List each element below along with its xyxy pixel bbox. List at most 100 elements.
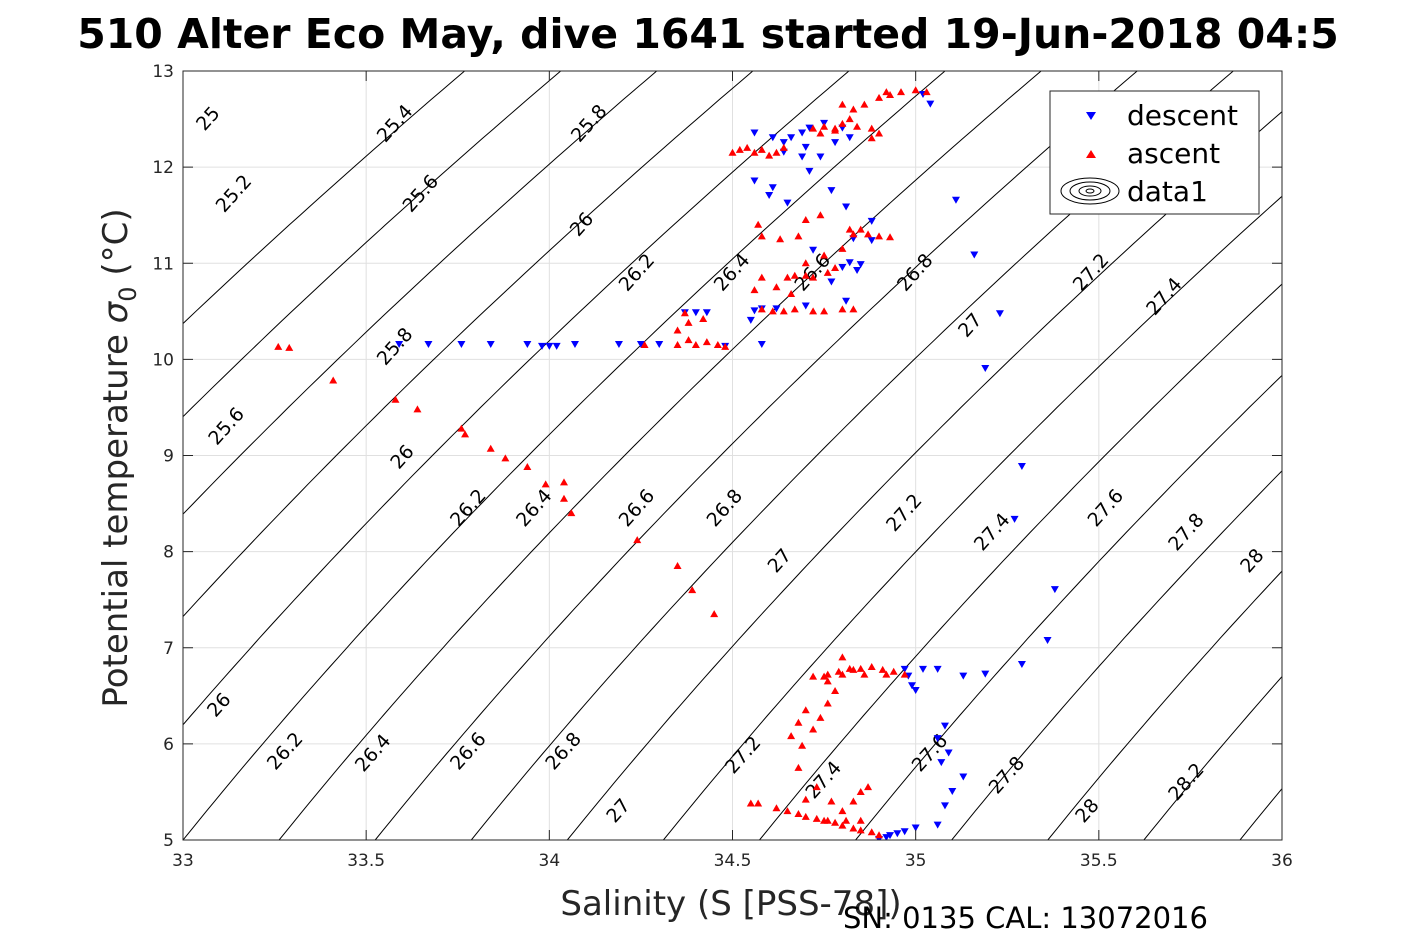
ascent-point bbox=[864, 783, 873, 791]
ascent-point bbox=[867, 828, 876, 836]
ascent-point bbox=[849, 230, 858, 238]
contour-line bbox=[854, 374, 1282, 840]
ascent-point bbox=[501, 454, 510, 462]
ascent-point bbox=[728, 148, 737, 156]
descent-point bbox=[809, 246, 818, 254]
descent-point bbox=[1017, 661, 1026, 669]
descent-point bbox=[908, 682, 917, 690]
contour-line bbox=[758, 283, 1282, 840]
ascent-point bbox=[823, 268, 832, 276]
ascent-point bbox=[849, 105, 858, 113]
ascent-point bbox=[523, 463, 532, 471]
ascent-point bbox=[757, 305, 766, 313]
y-tick-label: 6 bbox=[163, 735, 174, 755]
descent-point bbox=[457, 340, 466, 348]
ascent-point bbox=[856, 787, 865, 795]
descent-point bbox=[970, 251, 979, 259]
x-tick-label: 34 bbox=[539, 851, 561, 871]
descent-point bbox=[911, 824, 920, 832]
ascent-point bbox=[457, 424, 466, 432]
descent-point bbox=[867, 237, 876, 245]
descent-point bbox=[845, 134, 854, 142]
ascent-point bbox=[882, 88, 891, 96]
descent-point bbox=[424, 340, 433, 348]
ascent-point bbox=[875, 129, 884, 137]
contour-line bbox=[278, 71, 1042, 840]
ascent-point bbox=[559, 494, 568, 502]
ascent-point bbox=[849, 665, 858, 673]
descent-point bbox=[702, 309, 711, 317]
descent-point bbox=[948, 787, 957, 795]
ascent-point bbox=[754, 799, 763, 807]
descent-point bbox=[1010, 515, 1019, 523]
axis-ticks: 33 33.5 34 34.5 35 35.5 36 5 6 7 8 9 10 11 12 13 bbox=[152, 62, 1292, 871]
descent-point bbox=[787, 134, 796, 142]
ascent-point bbox=[776, 235, 785, 243]
descent-point bbox=[893, 830, 902, 838]
ascent-point bbox=[772, 148, 781, 156]
descent-point bbox=[827, 187, 836, 195]
ascent-point bbox=[831, 264, 840, 272]
ascent-point bbox=[867, 662, 876, 670]
ascent-point bbox=[673, 340, 682, 348]
descent-point bbox=[959, 672, 968, 680]
ascent-point bbox=[673, 562, 682, 570]
descent-point bbox=[395, 340, 404, 348]
descent-point bbox=[944, 749, 953, 757]
descent-point bbox=[842, 203, 851, 211]
ascent-point bbox=[750, 286, 759, 294]
ascent-point bbox=[691, 340, 700, 348]
contour-line bbox=[183, 71, 658, 515]
ascent-point bbox=[842, 816, 851, 824]
ascent-point bbox=[798, 741, 807, 749]
contour-line bbox=[951, 470, 1282, 840]
ascent-point bbox=[702, 338, 711, 346]
contour-line bbox=[183, 71, 562, 418]
legend-ascent-marker bbox=[1086, 150, 1096, 158]
ascent-point bbox=[757, 232, 766, 240]
ascent-point bbox=[812, 783, 821, 791]
descent-point bbox=[783, 199, 792, 207]
descent-point bbox=[1017, 463, 1026, 471]
ascent-point bbox=[856, 225, 865, 233]
ascent-point bbox=[699, 315, 708, 323]
density-contours bbox=[183, 71, 1282, 840]
descent-point bbox=[746, 316, 755, 324]
ascent-point bbox=[838, 653, 847, 661]
ascent-point bbox=[864, 230, 873, 238]
ascent-point bbox=[838, 100, 847, 108]
ascent-point bbox=[680, 309, 689, 317]
descent-point bbox=[486, 340, 495, 348]
descent-point bbox=[614, 340, 623, 348]
descent-point bbox=[933, 821, 942, 829]
ascent-point bbox=[735, 145, 744, 153]
ascent-point bbox=[809, 124, 818, 132]
ascent-point bbox=[801, 271, 810, 279]
data-points bbox=[274, 86, 1059, 840]
ascent-point bbox=[845, 115, 854, 123]
ascent-point bbox=[816, 713, 825, 721]
descent-point bbox=[545, 342, 554, 350]
ascent-point bbox=[772, 804, 781, 812]
ascent-point bbox=[486, 444, 495, 452]
ascent-point bbox=[794, 232, 803, 240]
descent-point bbox=[779, 139, 788, 147]
ascent-point bbox=[831, 818, 840, 826]
y-tick-label: 12 bbox=[152, 158, 174, 178]
ascent-point bbox=[391, 395, 400, 403]
descent-point bbox=[805, 124, 814, 132]
ascent-point bbox=[790, 271, 799, 279]
ascent-point bbox=[820, 307, 829, 315]
ascent-point bbox=[809, 307, 818, 315]
ascent-point bbox=[746, 799, 755, 807]
ascent-point bbox=[845, 225, 854, 233]
descent-point bbox=[981, 670, 990, 678]
ascent-point bbox=[801, 795, 810, 803]
y-tick-label: 5 bbox=[163, 831, 174, 851]
x-tick-label: 36 bbox=[1271, 851, 1293, 871]
ascent-point bbox=[790, 305, 799, 313]
descent-point bbox=[842, 297, 851, 305]
descent-point bbox=[900, 665, 909, 673]
descent-point bbox=[1043, 637, 1052, 645]
